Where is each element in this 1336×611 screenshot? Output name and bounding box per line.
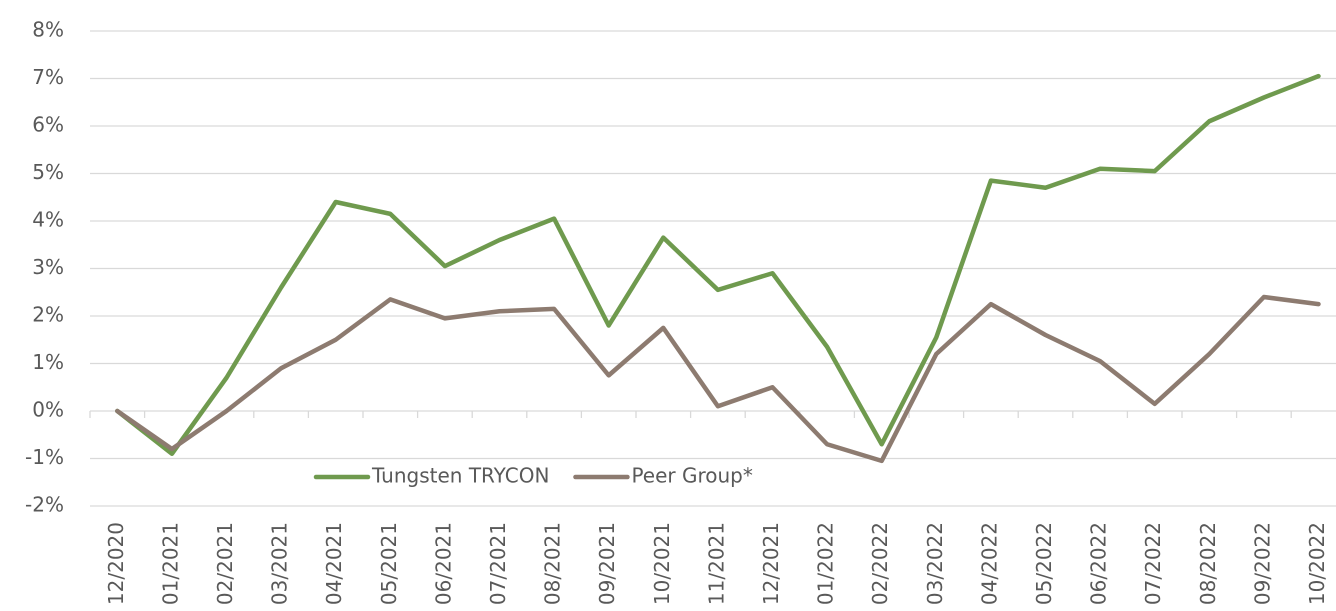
x-tick-label: 09/2021: [595, 522, 619, 605]
x-tick-label: 04/2021: [322, 522, 346, 605]
legend-label: Tungsten TRYCON: [371, 464, 549, 488]
x-tick-label: 06/2021: [431, 522, 455, 605]
x-tick-label: 12/2021: [759, 522, 783, 605]
x-tick-label: 05/2022: [1032, 522, 1056, 605]
y-tick-label: 8%: [32, 18, 64, 42]
y-tick-label: 3%: [32, 255, 64, 279]
x-tick-label: 05/2021: [377, 522, 401, 605]
x-tick-label: 02/2022: [868, 522, 892, 605]
series-line: [115, 294, 1321, 464]
x-tick-label: 03/2022: [923, 522, 947, 605]
x-tick-label: 09/2022: [1250, 522, 1274, 605]
x-tick-label: 01/2021: [158, 522, 182, 605]
y-tick-label: -1%: [25, 445, 64, 469]
x-tick-label: 12/2020: [104, 522, 128, 605]
y-tick-label: 6%: [32, 113, 64, 137]
x-tick-label: 10/2021: [650, 522, 674, 605]
x-tick-label: 06/2022: [1087, 522, 1111, 605]
x-tick-label: 07/2022: [1141, 522, 1165, 605]
y-tick-label: 0%: [32, 398, 64, 422]
x-tick-label: 08/2022: [1196, 522, 1220, 605]
y-tick-label: 2%: [32, 303, 64, 327]
y-tick-label: 4%: [32, 208, 64, 232]
x-tick-label: 10/2022: [1305, 522, 1329, 605]
y-tick-label: -2%: [25, 493, 64, 517]
x-tick-label: 08/2021: [541, 522, 565, 605]
y-tick-label: 1%: [32, 350, 64, 374]
y-tick-label: 5%: [32, 160, 64, 184]
x-tick-label: 07/2021: [486, 522, 510, 605]
legend-label: Peer Group*: [631, 464, 752, 488]
x-tick-label: 04/2022: [977, 522, 1001, 605]
x-tick-label: 02/2021: [213, 522, 237, 605]
series-line: [115, 73, 1321, 456]
y-tick-label: 7%: [32, 65, 64, 89]
x-tick-label: 03/2021: [268, 522, 292, 605]
x-tick-label: 11/2021: [704, 522, 728, 605]
x-tick-label: 01/2022: [814, 522, 838, 605]
